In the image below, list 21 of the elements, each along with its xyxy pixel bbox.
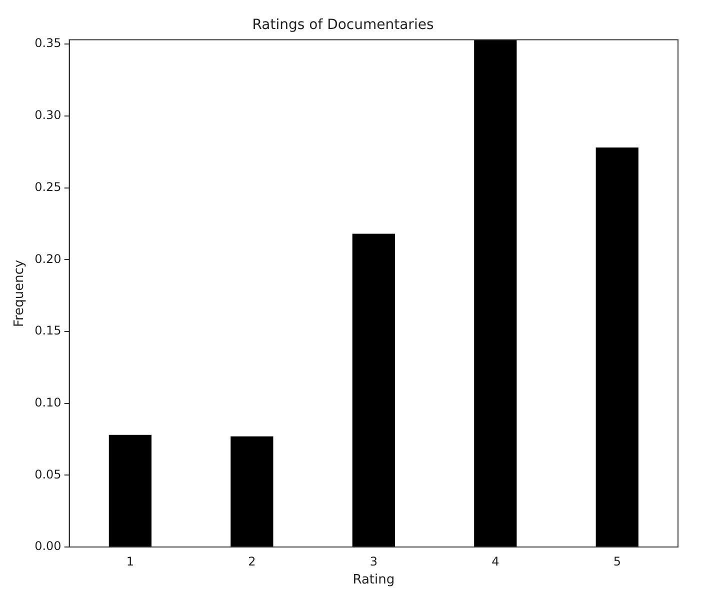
x-tick-label: 2 [248,554,256,568]
y-tick-label: 0.20 [34,252,62,266]
y-tick-label: 0.30 [34,108,62,122]
x-tick-label: 4 [492,554,500,568]
bar [596,148,638,546]
y-tick-label: 0.10 [34,395,62,410]
y-tick-label: 0.25 [34,180,62,194]
bar [108,434,152,546]
y-tick-label: 0.00 [34,539,62,554]
x-tick-label: 5 [613,554,621,568]
x-tick-label: 1 [126,554,134,568]
y-tick-label: 0.05 [34,467,62,482]
y-tick-label: 0.35 [34,36,62,50]
bar [352,234,395,546]
x-tick-label: 3 [370,554,378,568]
bar [474,40,517,546]
chart-title: Ratings of Documentaries [252,17,434,34]
y-axis-title: Frequency [12,260,28,327]
x-axis-title: Rating [352,572,395,588]
y-tick-label: 0.15 [34,324,62,338]
bar [230,436,274,546]
